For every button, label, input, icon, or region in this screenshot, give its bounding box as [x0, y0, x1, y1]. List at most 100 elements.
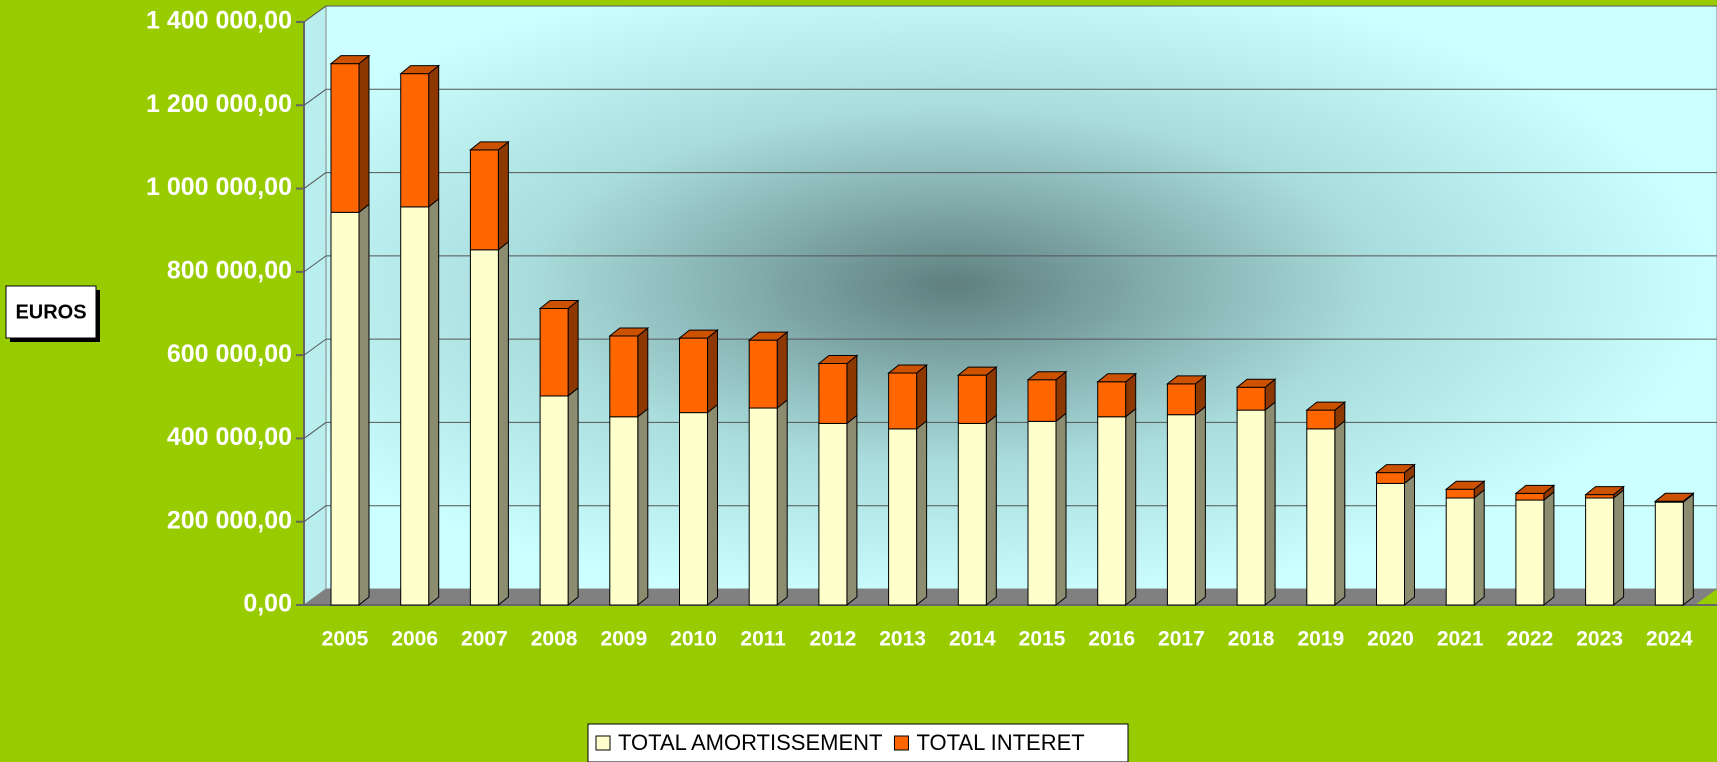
- bar: [1376, 472, 1405, 484]
- x-tick-label: 2019: [1297, 628, 1344, 651]
- bar-top: [1026, 371, 1068, 381]
- bar-side: [428, 197, 440, 607]
- bar-top: [747, 331, 789, 341]
- x-tick-label: 2016: [1088, 628, 1135, 651]
- bar: [1515, 499, 1545, 606]
- bar: [888, 372, 918, 430]
- bar-side: [1334, 419, 1346, 607]
- bar-top: [468, 141, 510, 151]
- grid-line: [303, 422, 327, 439]
- bar: [1236, 386, 1266, 411]
- legend-swatch: [595, 735, 611, 751]
- x-tick-label: 2015: [1019, 628, 1066, 651]
- x-tick-label: 2014: [949, 628, 996, 651]
- bar-top: [399, 65, 441, 75]
- x-tick-label: 2005: [322, 628, 369, 651]
- bar: [1027, 379, 1057, 422]
- grid-line: [303, 338, 327, 356]
- bar: [469, 149, 499, 251]
- bar: [748, 339, 778, 409]
- bar: [1027, 420, 1057, 606]
- bar-side: [916, 419, 928, 607]
- bar-side: [567, 386, 579, 607]
- bar-side: [776, 398, 788, 607]
- bar-top: [1096, 373, 1138, 383]
- bar: [1306, 409, 1336, 430]
- bar: [400, 206, 430, 606]
- bar: [330, 63, 360, 213]
- bar: [679, 337, 708, 414]
- y-tick-label: 800 000,00: [167, 256, 292, 284]
- bar-side: [985, 366, 997, 425]
- back-wall: [325, 5, 1717, 590]
- x-tick-label: 2022: [1507, 628, 1554, 651]
- grid-line: [303, 255, 327, 273]
- bar: [1654, 501, 1684, 606]
- bar: [609, 416, 639, 606]
- x-tick-label: 2020: [1367, 628, 1414, 651]
- bar-side: [776, 331, 788, 410]
- bar-side: [497, 140, 509, 251]
- bar-side: [1613, 488, 1625, 607]
- y-tick-label: 200 000,00: [167, 506, 292, 534]
- bar: [469, 249, 499, 606]
- grid-line: [303, 505, 327, 523]
- x-tick-label: 2008: [531, 628, 578, 651]
- legend: [587, 723, 1129, 762]
- y-axis-label: EUROS: [15, 301, 86, 323]
- bar-top: [1653, 492, 1695, 502]
- bar-top: [956, 366, 998, 376]
- bar-side: [358, 54, 370, 214]
- bar-side: [1194, 405, 1206, 607]
- bar-side: [1543, 491, 1555, 607]
- bar-side: [1264, 401, 1276, 607]
- legend-label: TOTAL INTERET: [916, 730, 1084, 755]
- bar-side: [1682, 493, 1694, 607]
- bar-side: [637, 407, 649, 607]
- bar-side: [1473, 488, 1485, 607]
- x-tick-label: 2013: [879, 628, 926, 651]
- bar: [1376, 482, 1405, 606]
- bar-side: [1055, 370, 1067, 423]
- bar-top: [1235, 378, 1277, 388]
- bar-top: [1584, 486, 1626, 496]
- bar-top: [538, 300, 580, 310]
- x-tick-label: 2011: [740, 628, 786, 651]
- bar: [957, 374, 987, 424]
- bar-side: [916, 364, 928, 430]
- x-tick-label: 2023: [1576, 628, 1623, 651]
- bar: [1515, 492, 1545, 501]
- y-tick-label: 1 400 000,00: [146, 7, 292, 35]
- bar-top: [1165, 375, 1207, 385]
- x-tick-label: 2017: [1158, 628, 1205, 651]
- bar-side: [846, 414, 858, 607]
- bar-side: [707, 329, 718, 414]
- bar-top: [608, 327, 650, 337]
- bar-side: [846, 354, 858, 425]
- y-tick-label: 400 000,00: [167, 423, 292, 451]
- bar-top: [817, 354, 859, 364]
- bar: [888, 428, 918, 606]
- y-tick-label: 0,00: [243, 590, 292, 618]
- legend-label: TOTAL AMORTISSEMENT: [618, 730, 882, 755]
- bar-side: [985, 414, 997, 607]
- bar-side: [1404, 474, 1415, 607]
- bar: [1166, 383, 1196, 416]
- bar-side: [567, 299, 579, 397]
- legend-swatch: [893, 735, 909, 751]
- side-wall: [303, 5, 327, 606]
- y-tick-label: 1 200 000,00: [146, 90, 292, 118]
- bar-side: [358, 203, 370, 607]
- x-tick-label: 2010: [670, 628, 717, 651]
- floor: [304, 589, 1717, 605]
- bar-top: [1375, 464, 1416, 474]
- x-tick-label: 2007: [461, 628, 508, 651]
- bar-side: [1125, 407, 1137, 607]
- bar: [679, 412, 708, 606]
- bar: [1445, 497, 1475, 606]
- bar-side: [428, 64, 440, 208]
- bar-side: [637, 326, 649, 418]
- x-tick-label: 2021: [1437, 628, 1484, 651]
- bar-top: [678, 329, 719, 339]
